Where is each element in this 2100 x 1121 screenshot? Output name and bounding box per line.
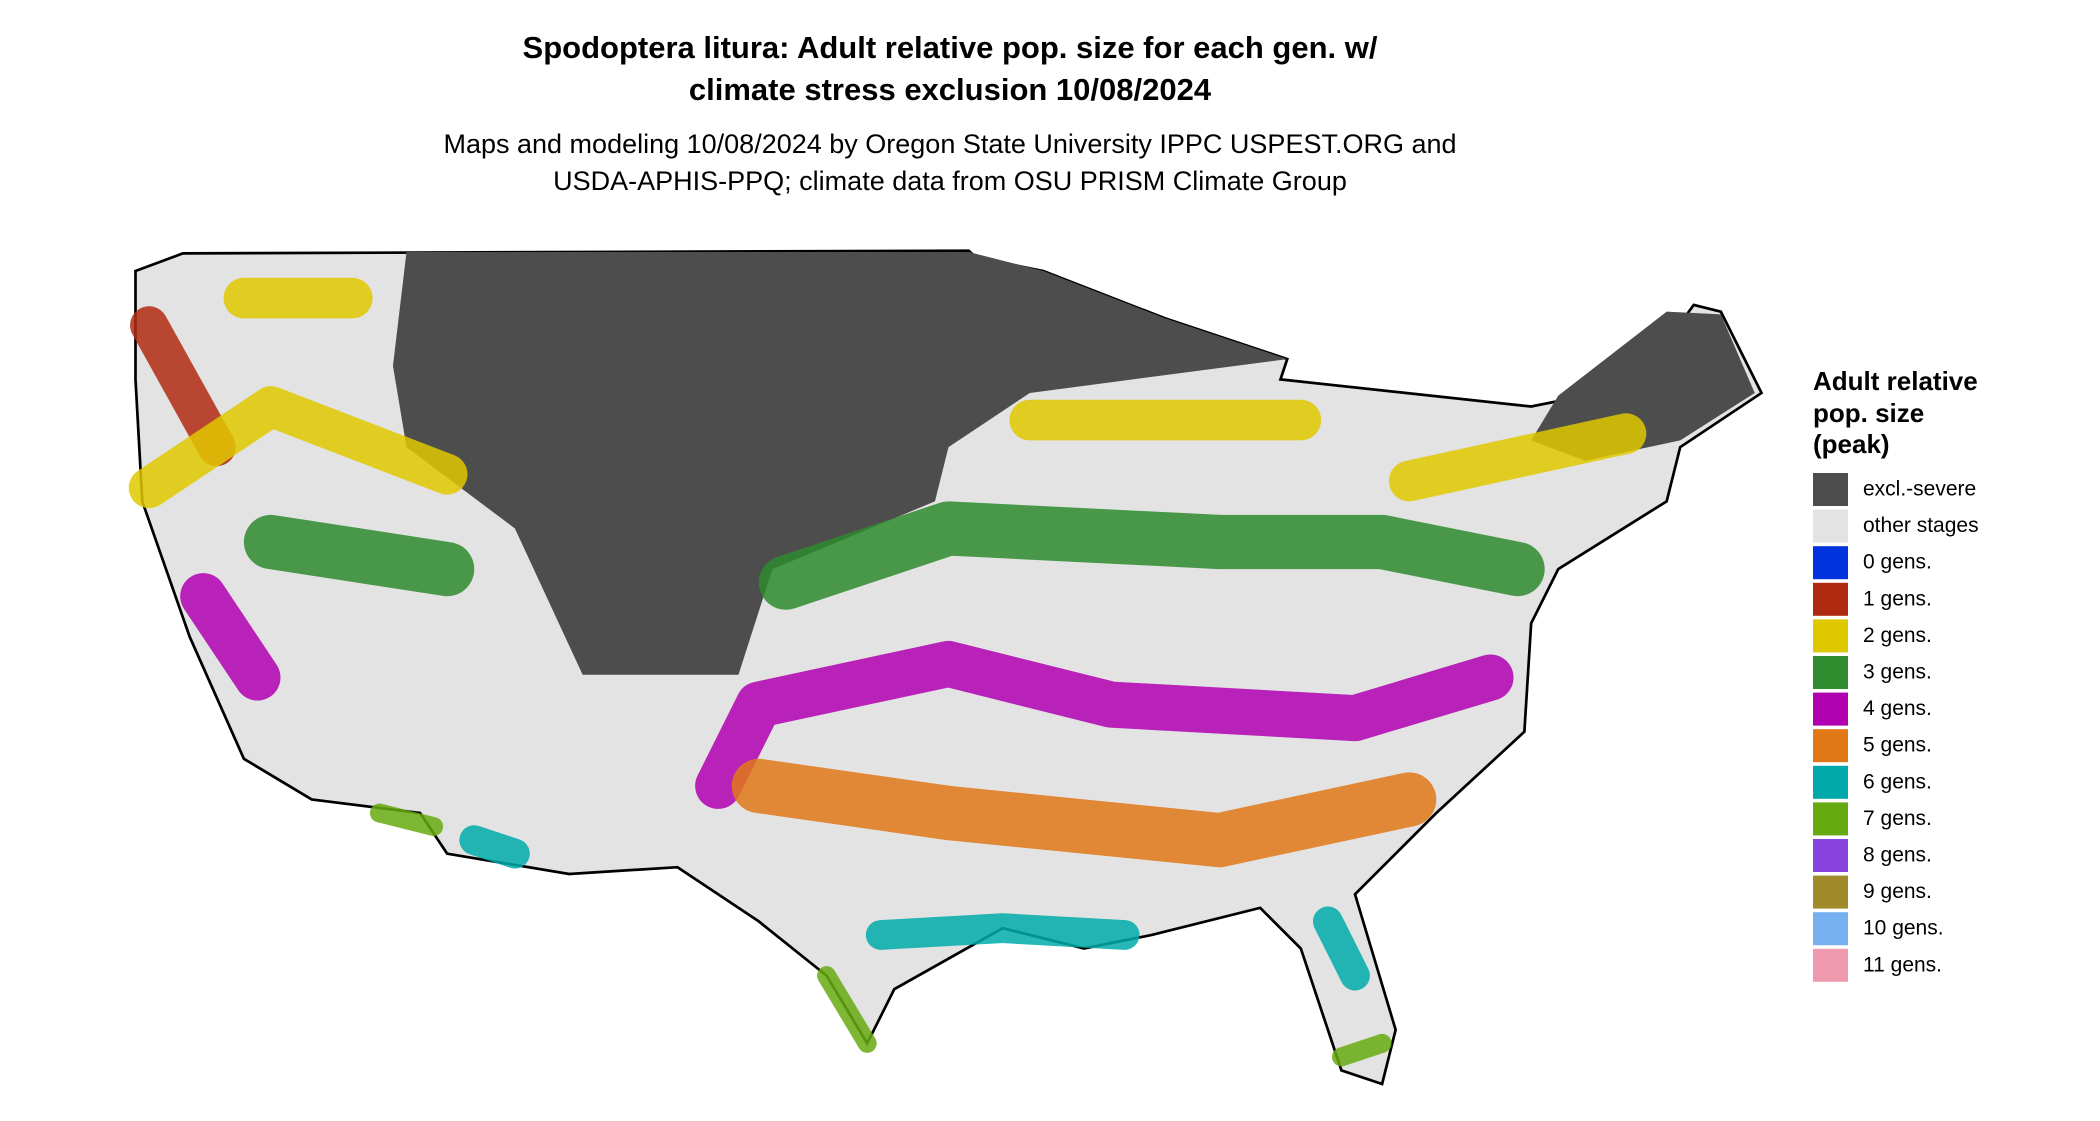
- legend-label: 11 gens.: [1863, 953, 1942, 976]
- legend-swatch: [1813, 656, 1848, 689]
- legend-swatch: [1813, 802, 1848, 836]
- legend: Adult relative pop. size (peak) excl.-se…: [1813, 366, 1979, 982]
- legend-title: (peak): [1813, 429, 1890, 459]
- legend-swatch: [1813, 875, 1848, 909]
- subtitle: Maps and modeling 10/08/2024 by Oregon S…: [443, 129, 1456, 159]
- region-band: [369, 803, 1392, 1067]
- legend-label: 9 gens.: [1863, 880, 1932, 903]
- legend-label: 5 gens.: [1863, 734, 1932, 757]
- legend-label: 1 gens.: [1863, 587, 1932, 610]
- region-band: [180, 573, 1514, 809]
- title: Spodoptera litura: Adult relative pop. s…: [523, 30, 1378, 65]
- legend-swatch: [1813, 546, 1848, 580]
- region-band: [243, 501, 1545, 610]
- legend-swatch: [1813, 948, 1848, 982]
- legend-label: 4 gens.: [1863, 697, 1932, 720]
- legend-swatch: [1813, 619, 1848, 653]
- legend-label: 6 gens.: [1863, 770, 1932, 793]
- legend-swatch: [1813, 765, 1848, 799]
- region-band: [128, 277, 1647, 509]
- region-band: [459, 825, 1370, 991]
- legend-label: 8 gens.: [1863, 844, 1932, 867]
- legend-label: 10 gens.: [1863, 917, 1944, 940]
- legend-label: other stages: [1863, 514, 1979, 537]
- legend-swatch: [1813, 912, 1848, 946]
- legend-label: excl.-severe: [1863, 478, 1976, 501]
- legend-title: Adult relative: [1813, 366, 1978, 396]
- legend-swatch: [1813, 692, 1848, 726]
- legend-swatch: [1813, 582, 1848, 616]
- title: climate stress exclusion 10/08/2024: [689, 72, 1212, 107]
- excluded-region: [392, 252, 1288, 675]
- legend-label: 3 gens.: [1863, 661, 1932, 684]
- legend-label: 2 gens.: [1863, 624, 1932, 647]
- legend-swatch: [1813, 473, 1848, 506]
- legend-swatch: [1813, 729, 1848, 763]
- legend-swatch: [1813, 509, 1848, 543]
- subtitle: USDA-APHIS-PPQ; climate data from OSU PR…: [553, 166, 1347, 196]
- region-band: [731, 758, 1437, 868]
- legend-swatch: [1813, 839, 1848, 872]
- map: [128, 249, 1764, 1086]
- legend-title: pop. size: [1813, 398, 1924, 428]
- legend-label: 7 gens.: [1863, 807, 1932, 830]
- legend-label: 0 gens.: [1863, 551, 1932, 574]
